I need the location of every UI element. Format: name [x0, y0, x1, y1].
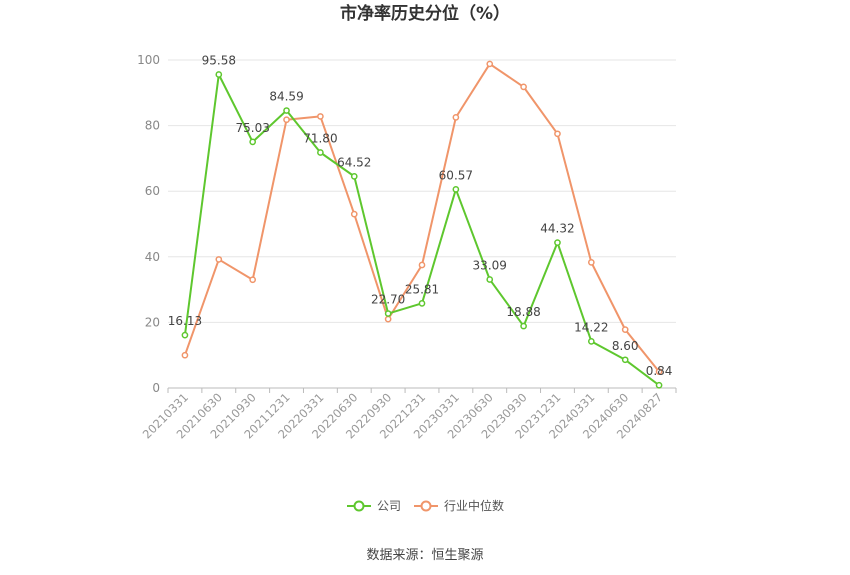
data-label-4: 71.80: [303, 131, 337, 145]
chart-title: 市净率历史分位（%）: [340, 3, 510, 24]
y-tick-label-60: 60: [145, 184, 160, 198]
y-tick-label-40: 40: [145, 250, 160, 264]
legend[interactable]: 公司 行业中位数: [347, 498, 504, 513]
series-0-point-4: [317, 149, 324, 156]
series-0-point-13: [621, 356, 629, 364]
legend-item-company[interactable]: 公司: [347, 499, 401, 513]
series-0-point-0: [181, 331, 189, 339]
legend-item-industry[interactable]: 行业中位数: [414, 498, 504, 513]
legend-label-industry: 行业中位数: [444, 498, 504, 513]
series-0-point-9: [486, 276, 494, 283]
series-1-point-10: [520, 83, 527, 91]
series-1-point-11: [554, 130, 561, 138]
series-0-point-12: [587, 338, 595, 345]
series-0-point-10: [520, 322, 527, 330]
data-label-2: 75.03: [235, 121, 269, 135]
series-0-point-14: [655, 381, 663, 389]
series-0-point-7: [418, 299, 426, 307]
y-tick-label-80: 80: [145, 119, 160, 133]
series-1-point-14: [655, 368, 663, 375]
series-0-point-8: [452, 185, 460, 193]
y-tick-label-20: 20: [145, 315, 160, 329]
series-1-point-8: [452, 114, 460, 121]
data-label-7: 25.81: [405, 282, 439, 296]
data-label-10: 18.88: [506, 305, 540, 319]
series-1-point-0: [181, 351, 189, 359]
series-1-point-9: [486, 60, 494, 68]
data-label-3: 84.59: [269, 90, 303, 104]
data-label-14: 0.84: [646, 364, 673, 378]
series-1-point-7: [418, 261, 426, 269]
series-0-point-3: [283, 107, 290, 114]
data-label-8: 60.57: [439, 168, 473, 182]
series-0-point-2: [249, 138, 257, 146]
series-1-point-1: [215, 256, 223, 263]
legend-label-company: 公司: [377, 499, 401, 513]
data-label-12: 14.22: [574, 320, 608, 334]
data-label-5: 64.52: [337, 155, 371, 169]
axis-layer: 0204060801002021033120210630202109302021…: [137, 53, 677, 442]
series-1-point-4: [317, 113, 324, 120]
grid-layer: [168, 59, 676, 323]
data-label-6: 22.70: [371, 293, 405, 307]
series-1-point-6: [384, 315, 392, 323]
series-1-point-12: [587, 259, 595, 266]
series-layer: [181, 60, 663, 389]
data-label-11: 44.32: [540, 222, 574, 236]
data-label-1: 95.58: [202, 53, 236, 67]
series-1-point-2: [249, 276, 257, 284]
series-0-point-11: [554, 239, 561, 246]
series-1-point-3: [283, 116, 290, 124]
data-label-13: 8.60: [612, 339, 639, 353]
y-tick-label-100: 100: [137, 53, 160, 67]
series-1-point-5: [350, 210, 358, 218]
series-0-point-6: [384, 310, 392, 317]
source-note: 数据来源：恒生聚源: [366, 548, 483, 563]
series-0-point-1: [215, 71, 223, 78]
series-1-point-13: [621, 326, 629, 333]
series-0-point-5: [350, 173, 358, 180]
data-label-9: 33.09: [473, 258, 507, 272]
y-tick-label-0: 0: [152, 381, 160, 395]
data-label-0: 16.13: [168, 314, 202, 328]
